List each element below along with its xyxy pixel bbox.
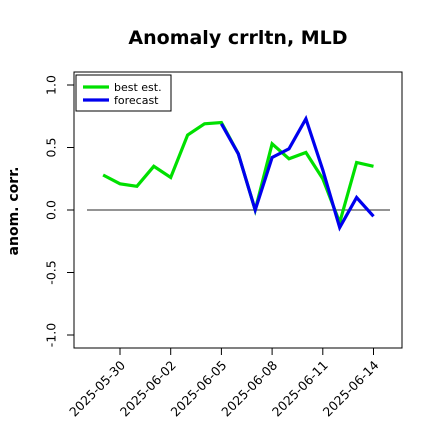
y-tick-label: -1.0 <box>43 323 58 347</box>
y-tick-label: -0.5 <box>43 260 58 284</box>
legend[interactable]: best est.forecast <box>75 74 172 112</box>
y-axis-label: anom. corr. <box>6 167 22 256</box>
y-axis: -1.0 -0.5 0.0 0.5 1.0 <box>43 75 74 347</box>
y-tick-label: 1.0 <box>43 75 58 95</box>
legend-box <box>75 74 172 112</box>
series-line-forecast <box>220 114 375 232</box>
legend-entry-label: best est. <box>114 81 162 94</box>
series-layer <box>102 114 375 232</box>
y-tick-label: 0.5 <box>43 138 58 158</box>
x-axis: 2025-05-302025-06-022025-06-052025-06-08… <box>66 348 382 419</box>
y-tick-label: 0.0 <box>43 200 58 220</box>
legend-entry-label: forecast <box>114 94 159 107</box>
chart-title: Anomaly crrltn, MLD <box>128 27 347 49</box>
